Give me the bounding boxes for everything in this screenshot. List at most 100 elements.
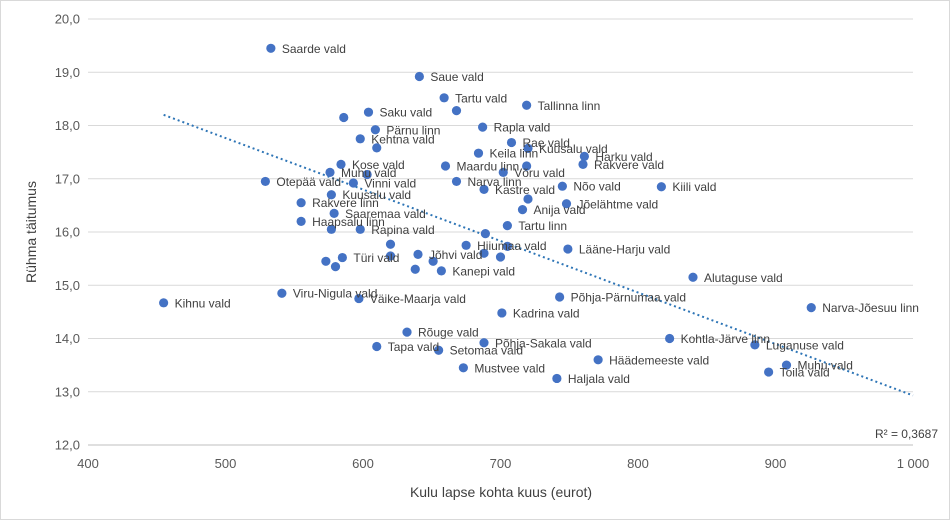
data-point-label: Vinni vald xyxy=(364,177,416,191)
data-point-label: Kihnu vald xyxy=(175,296,231,310)
data-point xyxy=(296,198,306,208)
data-point xyxy=(434,345,444,355)
data-point xyxy=(480,228,490,239)
data-point xyxy=(561,199,572,209)
data-point xyxy=(363,107,374,117)
data-point xyxy=(479,184,489,194)
y-tick-label: 19,0 xyxy=(55,65,80,80)
data-point-label: Põhja-Sakala vald xyxy=(495,336,592,350)
data-point-label: Rae vald xyxy=(523,136,570,150)
data-point xyxy=(355,134,365,144)
data-point-label: Saku vald xyxy=(380,106,433,120)
data-point-label: Jõhvi vald xyxy=(429,248,482,262)
data-point-label: Rõuge vald xyxy=(418,326,479,340)
data-point xyxy=(325,167,335,177)
y-axis-ticks: 12,0 13,0 14,0 15,0 16,0 17,0 18,0 19,0 20,0 xyxy=(55,12,80,453)
data-point-label: Hiiumaa vald xyxy=(477,239,546,253)
data-point xyxy=(451,176,462,187)
data-point xyxy=(451,105,462,116)
y-tick-label: 18,0 xyxy=(55,118,80,133)
data-point-label: Setomaa vald xyxy=(450,344,523,358)
x-tick-label: 400 xyxy=(77,456,99,471)
data-point xyxy=(372,341,382,352)
y-tick-label: 12,0 xyxy=(55,438,80,453)
data-point xyxy=(326,190,336,200)
data-point-label: Kuusalu vald xyxy=(342,188,411,202)
data-point xyxy=(458,363,468,373)
data-point-label: Keila linn xyxy=(490,147,539,161)
data-point xyxy=(385,239,396,249)
data-point-label: Saarde vald xyxy=(282,42,346,56)
data-point-label: Haapsalu linn xyxy=(312,215,385,229)
data-point xyxy=(502,221,512,231)
data-point-label: Kanepi vald xyxy=(452,264,515,278)
data-point xyxy=(414,71,424,82)
data-point xyxy=(372,143,382,153)
data-point-label: Luganuse vald xyxy=(766,338,844,352)
y-tick-label: 20,0 xyxy=(55,12,80,27)
data-point-label: Saue vald xyxy=(430,70,483,84)
data-point xyxy=(385,251,396,261)
x-tick-label: 800 xyxy=(627,456,649,471)
data-point xyxy=(578,159,588,169)
data-point-label: Mustvee vald xyxy=(474,361,545,375)
data-point xyxy=(688,272,698,282)
data-point xyxy=(402,327,412,337)
data-point xyxy=(159,298,169,308)
data-point xyxy=(436,266,446,276)
data-point xyxy=(522,100,532,110)
data-point xyxy=(479,338,489,348)
data-point-label: Saaremaa vald xyxy=(345,207,426,221)
data-point xyxy=(439,93,449,103)
data-point xyxy=(413,249,423,259)
data-point xyxy=(277,288,287,298)
x-tick-label: 500 xyxy=(215,456,237,471)
data-point xyxy=(555,292,565,302)
data-point xyxy=(296,216,306,226)
data-point-label: Tapa vald xyxy=(388,340,439,354)
data-point xyxy=(329,208,339,218)
data-point xyxy=(336,159,346,169)
data-point xyxy=(523,143,533,153)
data-point xyxy=(326,224,336,234)
data-point-label: Kadrina vald xyxy=(513,306,580,320)
data-point-label: Türi vald xyxy=(353,251,399,265)
data-point-label: Kiili vald xyxy=(672,180,716,194)
data-point-label: Kastre vald xyxy=(495,183,555,197)
data-point xyxy=(593,355,603,365)
data-point xyxy=(495,252,506,262)
data-point xyxy=(339,112,349,123)
data-point-label: Kose vald xyxy=(352,158,405,172)
data-point-label: Rakvere linn xyxy=(312,196,379,210)
data-point-label: Tallinna linn xyxy=(538,99,601,113)
data-point-label: Rapla vald xyxy=(494,121,551,135)
data-point xyxy=(563,244,573,254)
data-point xyxy=(461,240,471,250)
gridlines xyxy=(88,18,913,446)
data-point xyxy=(502,241,512,251)
data-point xyxy=(337,252,347,263)
data-point-label: Tartu vald xyxy=(455,91,507,105)
x-tick-label: 1 000 xyxy=(897,456,930,471)
data-point xyxy=(478,122,488,132)
data-point-label: Narva-Jõesuu linn xyxy=(822,301,919,315)
y-tick-label: 17,0 xyxy=(55,171,80,186)
data-point xyxy=(354,293,364,304)
data-point xyxy=(362,169,372,180)
data-point xyxy=(410,264,420,274)
data-point-label: Lääne-Harju vald xyxy=(579,243,670,257)
y-tick-label: 14,0 xyxy=(55,331,80,346)
data-point-label: Kuusalu vald xyxy=(539,142,608,156)
data-point-label: Muhu vald xyxy=(341,166,396,180)
data-point xyxy=(552,373,562,384)
data-point xyxy=(440,161,451,171)
data-point-label: Rakvere vald xyxy=(594,158,664,172)
data-point xyxy=(266,43,276,53)
data-point-label: Väike-Maarja vald xyxy=(370,292,466,306)
data-point-label: Otepää vald xyxy=(276,175,341,189)
x-tick-label: 600 xyxy=(352,456,374,471)
y-tick-label: 15,0 xyxy=(55,278,80,293)
data-point xyxy=(330,262,341,272)
